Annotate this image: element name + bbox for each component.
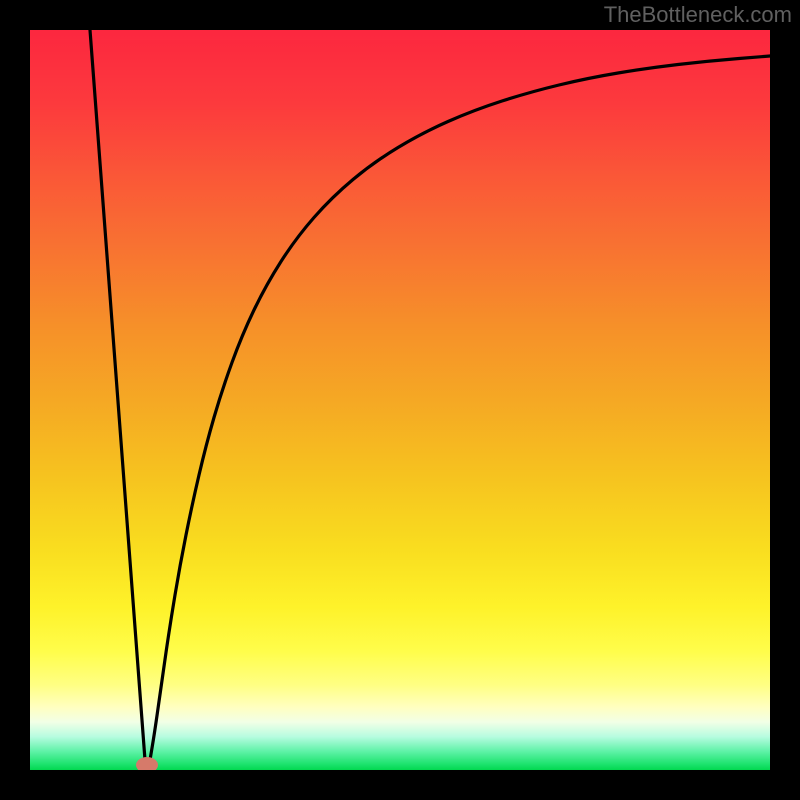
- minimum-marker: [136, 757, 158, 770]
- plot-area: [30, 30, 770, 770]
- bottleneck-curve: [30, 30, 770, 770]
- watermark-text: TheBottleneck.com: [604, 2, 792, 28]
- chart-container: { "watermark": { "text": "TheBottleneck.…: [0, 0, 800, 800]
- plot-frame: [0, 0, 800, 800]
